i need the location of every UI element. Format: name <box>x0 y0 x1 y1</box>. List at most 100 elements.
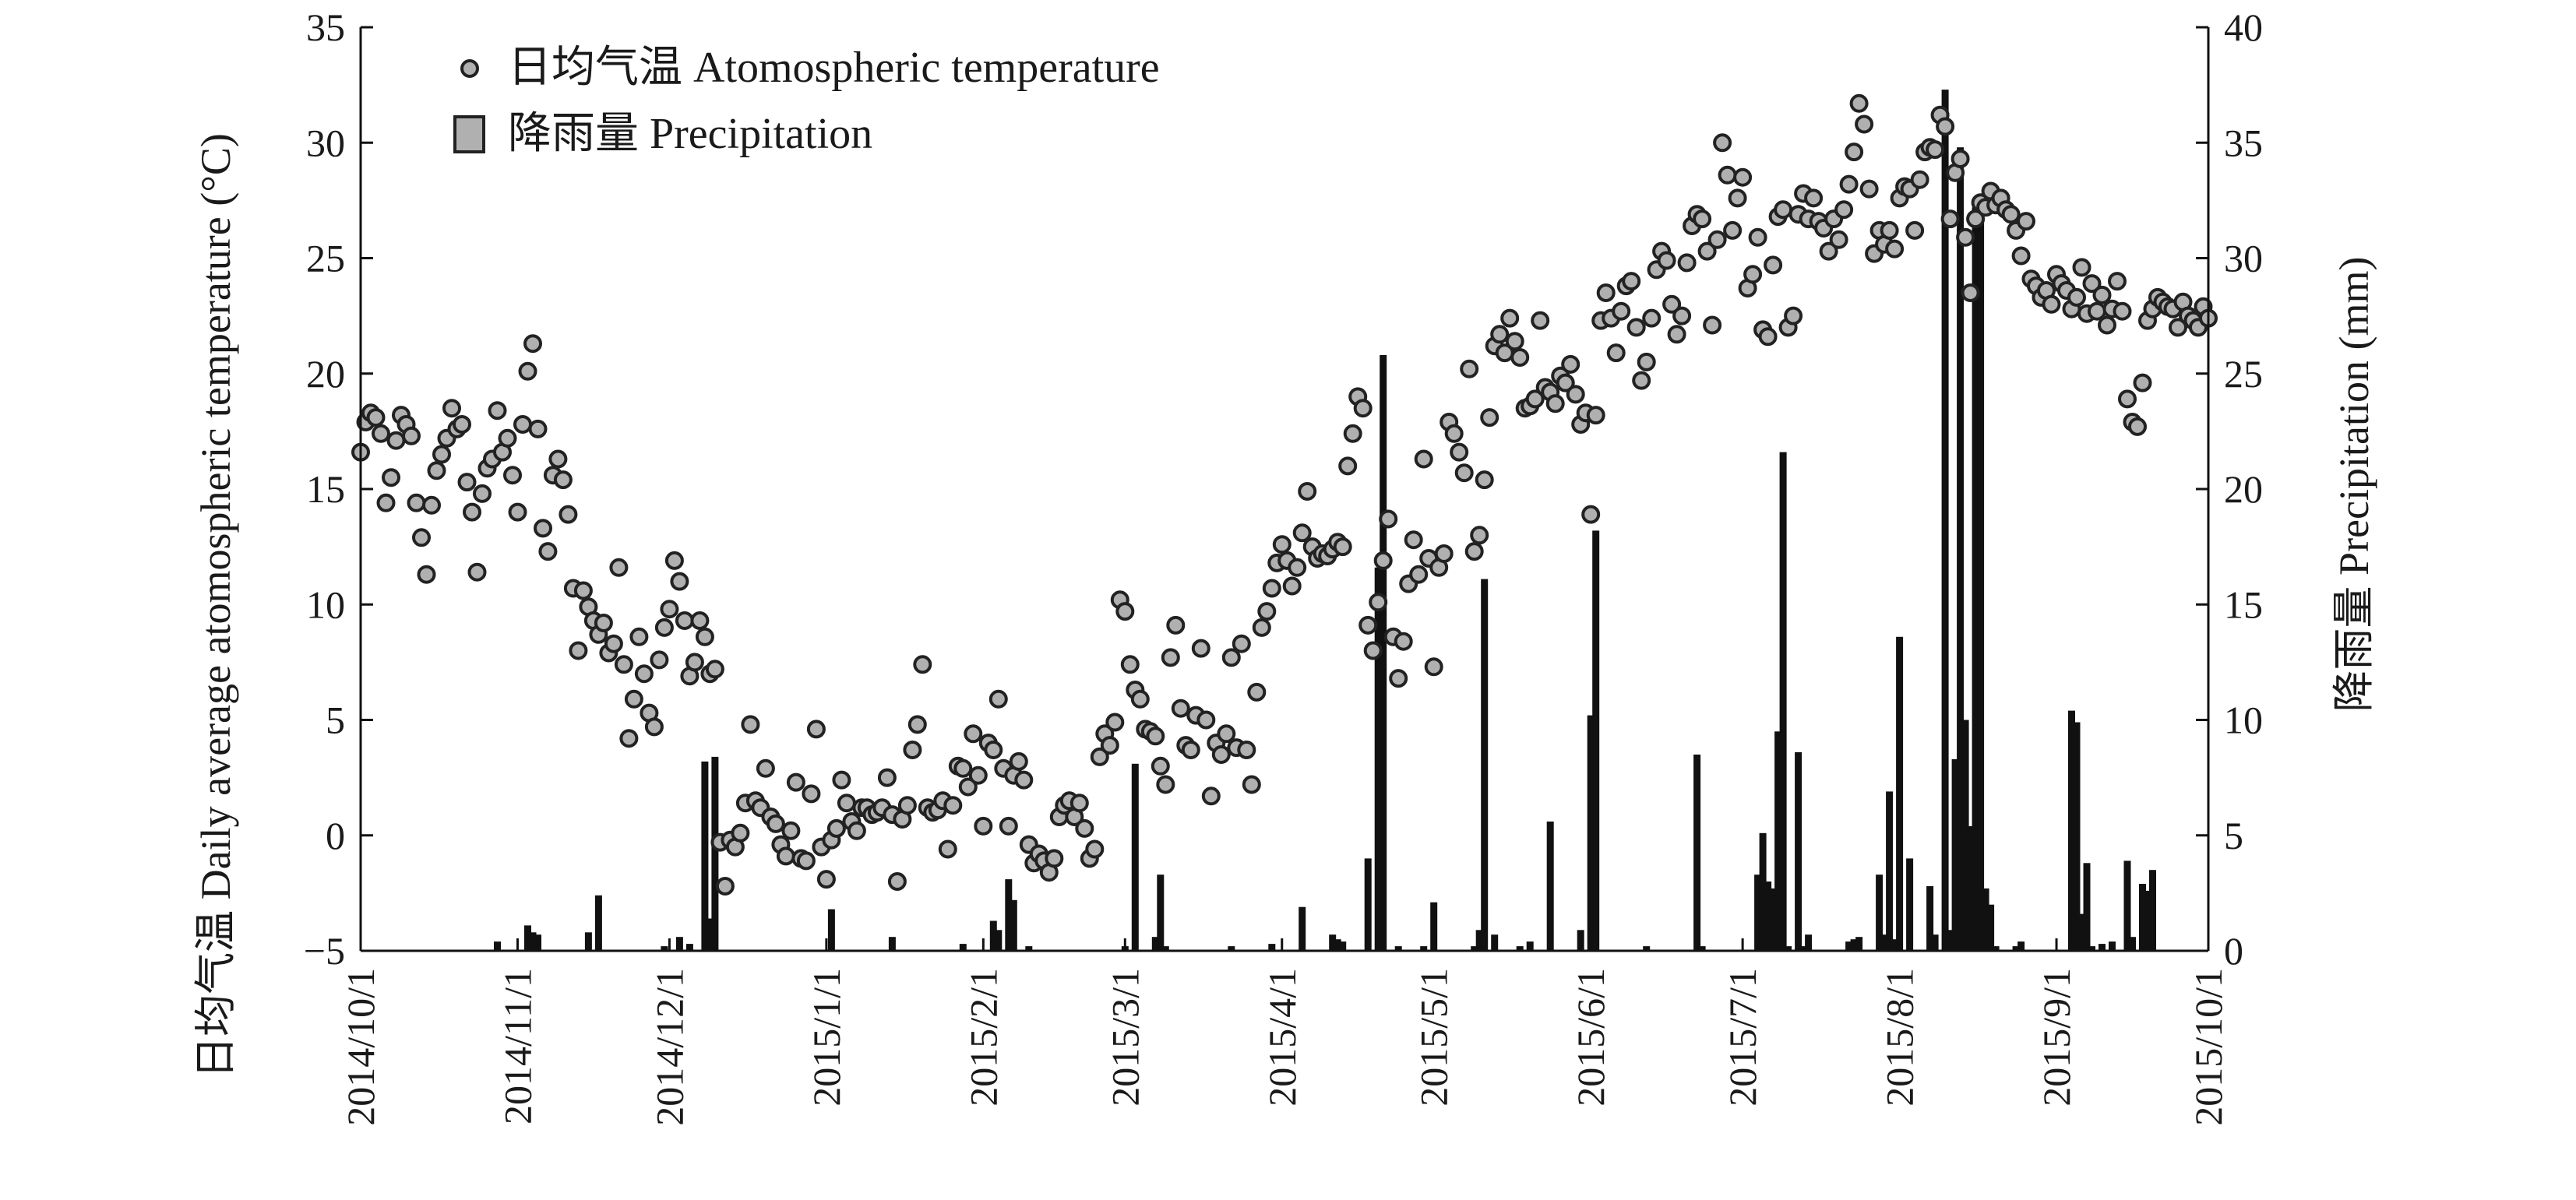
temperature-point <box>1531 311 1550 330</box>
precipitation-bar <box>1364 858 1372 951</box>
precipitation-bar <box>1886 791 1894 951</box>
temperature-point <box>1940 209 1960 229</box>
temperature-point <box>650 650 669 670</box>
axis-ticks: −5 0 5 10 15 20 25 30 35 0 5 10 15 20 25 30 35 40 2014/10/… <box>304 5 2263 1126</box>
legend-temperature-marker <box>460 59 479 78</box>
temperature-point <box>1333 537 1352 557</box>
precipitation-bar <box>2099 944 2106 951</box>
precipitation-bar <box>1855 937 1863 951</box>
temperature-point <box>1642 308 1662 328</box>
temperature-point <box>1161 648 1180 667</box>
temperature-point <box>999 816 1018 836</box>
temperature-point <box>1926 140 1945 160</box>
temperature-point <box>619 729 639 748</box>
temperature-point <box>1956 227 1975 247</box>
precipitation-bar <box>1769 888 1777 951</box>
precipitation-bar <box>1982 888 1989 951</box>
temperature-point <box>938 839 957 859</box>
temperature-point <box>523 334 542 354</box>
temperature-point <box>422 495 441 515</box>
precipitation-bar <box>1491 934 1499 951</box>
temperature-point <box>528 419 548 438</box>
precipitation-bar <box>524 925 531 951</box>
legend-temperature-label: 日均气温 Atomospheric temperature <box>508 44 1160 92</box>
temperature-point <box>907 715 927 734</box>
precipitation-bar <box>1951 758 1959 951</box>
temperature-point <box>1115 602 1135 621</box>
precipitation-bar <box>1592 530 1600 951</box>
precipitation-bar <box>1526 941 1534 951</box>
temperature-point <box>756 758 775 778</box>
temperature-point <box>1464 542 1484 561</box>
x-axis-tick-label: 2015/5/1 <box>1412 968 1456 1107</box>
precipitation-bar <box>1754 874 1762 951</box>
temperature-point <box>1298 482 1317 501</box>
temperature-point <box>1829 230 1848 249</box>
temperature-point <box>1966 209 1986 229</box>
temperature-point <box>826 818 846 838</box>
temperature-point <box>412 528 431 547</box>
temperature-point <box>1475 470 1494 490</box>
precipitation-bar <box>1577 930 1584 951</box>
right-axis-tick-label: 30 <box>2224 237 2263 280</box>
temperature-point <box>538 542 558 561</box>
temperature-point <box>968 765 988 785</box>
temperature-point <box>1014 770 1034 790</box>
precipitation-bar <box>2129 937 2136 951</box>
precipitation-bar <box>594 895 602 951</box>
temperature-point <box>781 821 801 840</box>
temperature-point <box>624 689 643 709</box>
temperature-point <box>1217 724 1236 744</box>
precipitation-bar <box>2088 946 2095 951</box>
left-axis-title: 日均气温 Daily average atomospheric temperat… <box>192 133 239 1079</box>
precipitation-bar <box>1805 934 1813 951</box>
temperature-point <box>1444 424 1464 443</box>
precipitation-bar <box>2109 941 2116 951</box>
temperature-point <box>1151 756 1170 776</box>
right-axis-tick-label: 0 <box>2224 929 2243 973</box>
temperature-point <box>1211 745 1231 764</box>
temperature-point <box>1252 618 1271 637</box>
temperature-point <box>2011 246 2031 266</box>
temperature-point <box>1257 602 1277 621</box>
temperature-point <box>1748 227 1767 247</box>
temperature-point <box>1434 544 1454 563</box>
temperature-point <box>1632 371 1651 390</box>
temperature-point <box>715 877 735 896</box>
temperature-point <box>2067 287 2086 307</box>
temperature-point <box>1606 343 1626 363</box>
temperature-point <box>832 770 851 790</box>
temperature-point <box>1090 747 1109 766</box>
precipitation-bar <box>1471 946 1478 951</box>
temperature-point <box>887 872 907 891</box>
precipitation-bar <box>995 930 1003 951</box>
temperature-point <box>2082 274 2102 294</box>
left-axis-tick-label: 5 <box>326 699 345 742</box>
precipitation-bar <box>706 918 714 951</box>
temperature-point <box>1171 699 1190 718</box>
temperature-point <box>705 660 724 679</box>
temperature-point <box>1804 188 1824 208</box>
temperature-point <box>1834 200 1854 220</box>
temperature-point <box>1556 373 1575 392</box>
temperature-point <box>1070 794 1089 813</box>
temperature-point <box>695 627 714 646</box>
left-axis-tick-label: 20 <box>306 352 345 396</box>
temperature-point <box>837 794 856 813</box>
temperature-point <box>1718 165 1737 185</box>
temperature-point <box>1156 775 1175 794</box>
precipitation-bar <box>1880 934 1888 951</box>
precipitation-bar <box>1795 752 1802 951</box>
precipitation-bars <box>494 90 2156 952</box>
temperature-point <box>644 717 664 737</box>
temperature-point <box>2128 417 2147 436</box>
precipitation-bar <box>1799 946 1807 951</box>
temperature-point <box>1859 179 1879 199</box>
precipitation-bar <box>1977 205 1985 951</box>
precipitation-bar <box>1891 939 1898 951</box>
precipitation-bar <box>529 932 537 951</box>
precipitation-bar <box>1759 832 1767 951</box>
temperature-point <box>1247 682 1267 702</box>
precipitation-bar <box>989 920 997 951</box>
